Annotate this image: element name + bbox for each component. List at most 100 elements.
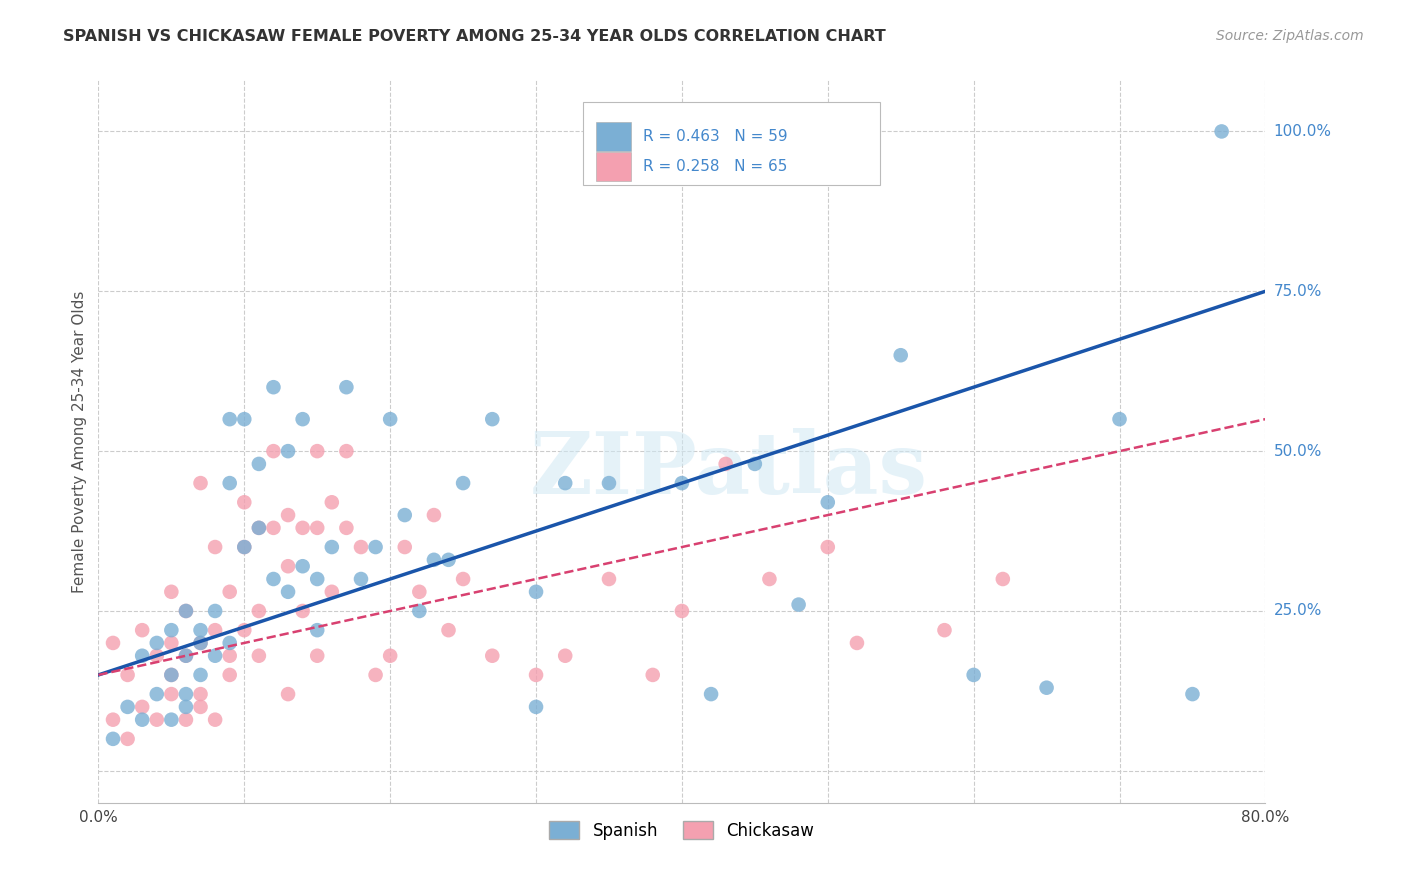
Point — [233, 623, 256, 637]
Point — [350, 572, 373, 586]
Point — [160, 668, 183, 682]
Point — [190, 623, 212, 637]
Point — [117, 731, 139, 746]
Point — [423, 553, 446, 567]
Point — [233, 412, 256, 426]
Point — [218, 412, 240, 426]
Point — [554, 476, 576, 491]
Point — [321, 584, 343, 599]
Point — [218, 668, 240, 682]
Point — [204, 713, 226, 727]
Point — [291, 559, 314, 574]
Point — [962, 668, 984, 682]
Point — [380, 412, 402, 426]
Point — [934, 623, 956, 637]
Point — [174, 648, 197, 663]
Text: 100.0%: 100.0% — [1274, 124, 1331, 139]
Point — [641, 668, 664, 682]
Text: Source: ZipAtlas.com: Source: ZipAtlas.com — [1216, 29, 1364, 43]
Point — [101, 713, 124, 727]
Point — [131, 648, 153, 663]
Point — [204, 623, 226, 637]
Point — [307, 648, 329, 663]
Point — [262, 380, 284, 394]
Point — [247, 521, 270, 535]
Point — [408, 604, 430, 618]
Point — [174, 687, 197, 701]
Point — [423, 508, 446, 522]
Point — [481, 412, 503, 426]
Point — [247, 648, 270, 663]
Point — [233, 495, 256, 509]
Point — [247, 604, 270, 618]
Point — [190, 476, 212, 491]
Point — [846, 636, 869, 650]
Point — [131, 713, 153, 727]
Point — [554, 648, 576, 663]
Point — [524, 699, 547, 714]
Point — [671, 604, 693, 618]
Point — [233, 540, 256, 554]
Point — [174, 604, 197, 618]
FancyBboxPatch shape — [596, 122, 630, 152]
Point — [160, 668, 183, 682]
Point — [1181, 687, 1204, 701]
Point — [307, 572, 329, 586]
Text: SPANISH VS CHICKASAW FEMALE POVERTY AMONG 25-34 YEAR OLDS CORRELATION CHART: SPANISH VS CHICKASAW FEMALE POVERTY AMON… — [63, 29, 886, 44]
Point — [277, 444, 299, 458]
Text: R = 0.258   N = 65: R = 0.258 N = 65 — [644, 160, 787, 174]
Point — [277, 508, 299, 522]
Point — [321, 495, 343, 509]
Point — [218, 636, 240, 650]
Point — [307, 444, 329, 458]
Point — [364, 540, 387, 554]
Point — [247, 457, 270, 471]
Point — [671, 476, 693, 491]
Legend: Spanish, Chickasaw: Spanish, Chickasaw — [543, 814, 821, 847]
Point — [744, 457, 766, 471]
Point — [817, 540, 839, 554]
Point — [277, 559, 299, 574]
Point — [101, 731, 124, 746]
Point — [991, 572, 1014, 586]
Point — [160, 584, 183, 599]
Point — [700, 687, 723, 701]
Point — [524, 668, 547, 682]
Point — [714, 457, 737, 471]
Point — [174, 604, 197, 618]
Point — [437, 623, 460, 637]
FancyBboxPatch shape — [596, 153, 630, 181]
Text: 75.0%: 75.0% — [1274, 284, 1322, 299]
Point — [247, 521, 270, 535]
Point — [481, 648, 503, 663]
Point — [117, 699, 139, 714]
Point — [380, 648, 402, 663]
Point — [335, 521, 357, 535]
Point — [598, 476, 620, 491]
Point — [204, 540, 226, 554]
Point — [307, 521, 329, 535]
Point — [291, 521, 314, 535]
Text: 50.0%: 50.0% — [1274, 443, 1322, 458]
Point — [146, 648, 169, 663]
Point — [160, 687, 183, 701]
Point — [524, 584, 547, 599]
Point — [1108, 412, 1130, 426]
Point — [394, 540, 416, 554]
Point — [174, 713, 197, 727]
Point — [174, 648, 197, 663]
Point — [787, 598, 810, 612]
Y-axis label: Female Poverty Among 25-34 Year Olds: Female Poverty Among 25-34 Year Olds — [72, 291, 87, 592]
Point — [262, 572, 284, 586]
Point — [262, 521, 284, 535]
Point — [350, 540, 373, 554]
Point — [335, 444, 357, 458]
Text: R = 0.463   N = 59: R = 0.463 N = 59 — [644, 129, 787, 145]
Point — [321, 540, 343, 554]
FancyBboxPatch shape — [582, 102, 880, 185]
Point — [218, 476, 240, 491]
Point — [160, 713, 183, 727]
Point — [117, 668, 139, 682]
Point — [277, 687, 299, 701]
Point — [190, 668, 212, 682]
